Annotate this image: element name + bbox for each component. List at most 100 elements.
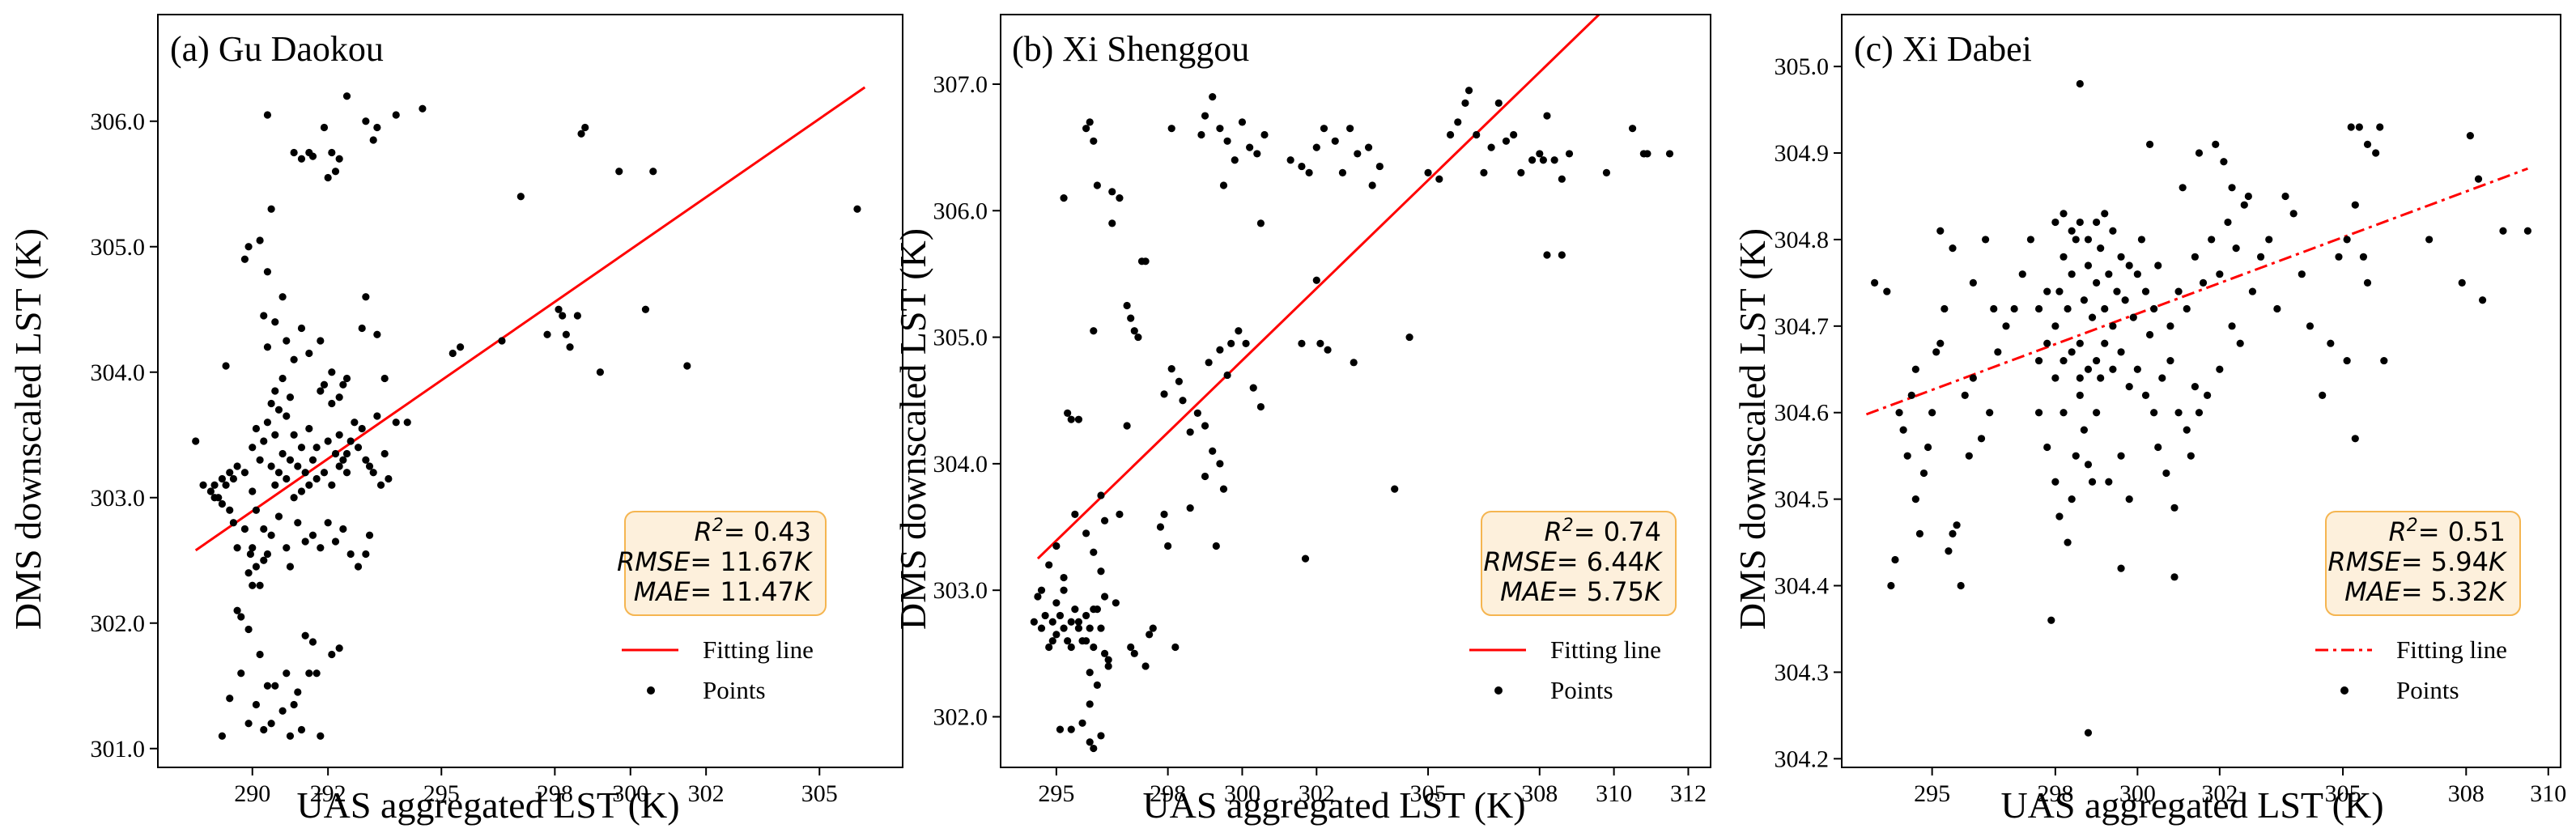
data-point [1936, 227, 1945, 235]
data-point [226, 506, 234, 514]
data-point [240, 255, 249, 263]
legend: Fitting line Points [622, 635, 814, 704]
data-point [2523, 227, 2532, 235]
data-point [2154, 261, 2162, 270]
data-point [2458, 278, 2466, 287]
data-point [1064, 637, 1072, 645]
panel-title: (c) Xi Dabei [1854, 29, 2032, 69]
data-point [457, 343, 465, 351]
data-point [1067, 725, 1075, 733]
data-point [1112, 599, 1120, 607]
data-point [218, 499, 226, 508]
data-point [2166, 356, 2174, 365]
data-point [278, 707, 287, 715]
y-tick-label: 305.0 [933, 325, 988, 351]
x-tick-label: 305 [2325, 780, 2361, 807]
data-point [263, 682, 272, 690]
data-point [1037, 586, 1046, 594]
data-point [2018, 270, 2026, 278]
data-point [2101, 339, 2109, 347]
data-point [290, 494, 298, 502]
data-point [1464, 87, 1473, 95]
data-point [649, 168, 657, 176]
data-point [249, 581, 257, 589]
data-point [274, 406, 283, 414]
data-point [1543, 251, 1551, 259]
data-point [1957, 581, 1965, 590]
data-point [2228, 184, 2236, 192]
panel-xi-dabei: DMS downscaled LST (K) UAS aggregated LS… [1732, 14, 2566, 826]
data-point [308, 152, 317, 160]
data-point [373, 123, 381, 132]
data-point [1082, 611, 1090, 620]
data-point [2335, 253, 2343, 261]
stats-box: R2= 0.51 RMSE= 5.94K MAE= 5.32K [2325, 511, 2521, 616]
data-point [2093, 409, 2101, 417]
data-point [2170, 503, 2179, 512]
data-point [1536, 150, 1544, 158]
data-point [1097, 732, 1105, 740]
data-point [1123, 301, 1131, 310]
data-point [1082, 529, 1090, 537]
data-point [2191, 383, 2199, 391]
data-point [1090, 548, 1098, 556]
data-point [1052, 631, 1061, 639]
data-point [562, 330, 570, 338]
data-point [244, 243, 253, 251]
data-point [1986, 409, 1994, 417]
data-point [252, 424, 261, 433]
data-point [1074, 415, 1083, 423]
y-tick-label: 304.9 [1775, 140, 1830, 167]
data-point [286, 393, 295, 402]
data-point [1391, 485, 1399, 493]
data-point [1911, 495, 1919, 503]
data-point [192, 437, 200, 445]
data-point [260, 725, 268, 734]
data-point [218, 732, 226, 740]
data-point [1201, 472, 1209, 481]
data-point [2289, 210, 2298, 218]
data-point [1193, 409, 1201, 417]
data-point [1090, 327, 1098, 335]
data-point [1424, 168, 1432, 176]
data-point [1338, 168, 1347, 176]
y-tick-label: 304.8 [1775, 227, 1830, 253]
y-tick-label: 304.6 [1775, 400, 1830, 427]
x-tick-label: 308 [1521, 780, 1558, 807]
x-tick-label: 310 [2530, 780, 2566, 807]
data-point [2002, 322, 2010, 330]
data-point [1977, 435, 1986, 443]
data-point [249, 444, 257, 452]
data-point [1969, 374, 1977, 382]
data-point [2376, 123, 2384, 131]
y-tick-label: 305.0 [1775, 53, 1830, 80]
data-point [1116, 194, 1124, 202]
x-tick-label: 298 [2037, 780, 2073, 807]
data-point [369, 136, 377, 144]
data-point [1146, 631, 1154, 639]
data-point [328, 399, 336, 408]
plot-frame [157, 14, 903, 768]
data-point [2084, 461, 2093, 469]
legend-fit-label: Fitting line [1550, 635, 1661, 664]
data-point [1104, 662, 1112, 670]
data-point [1446, 130, 1455, 139]
data-point [2072, 236, 2080, 244]
scatter-points [1030, 87, 1674, 753]
data-point [2355, 123, 2363, 131]
data-point [2117, 564, 2125, 572]
data-point [2117, 253, 2125, 261]
data-point [2478, 296, 2487, 304]
data-point [305, 349, 313, 358]
data-point [403, 418, 411, 427]
legend-points-swatch [2340, 686, 2349, 695]
legend-points-label: Points [703, 676, 766, 704]
y-tick-label: 301.0 [91, 736, 146, 763]
data-point [1539, 156, 1547, 164]
data-point [2183, 304, 2191, 313]
data-point [2183, 426, 2191, 434]
data-point [2170, 573, 2179, 581]
y-tick-label: 302.0 [933, 703, 988, 730]
data-point [1037, 624, 1046, 632]
x-tick-label: 308 [2448, 780, 2485, 807]
